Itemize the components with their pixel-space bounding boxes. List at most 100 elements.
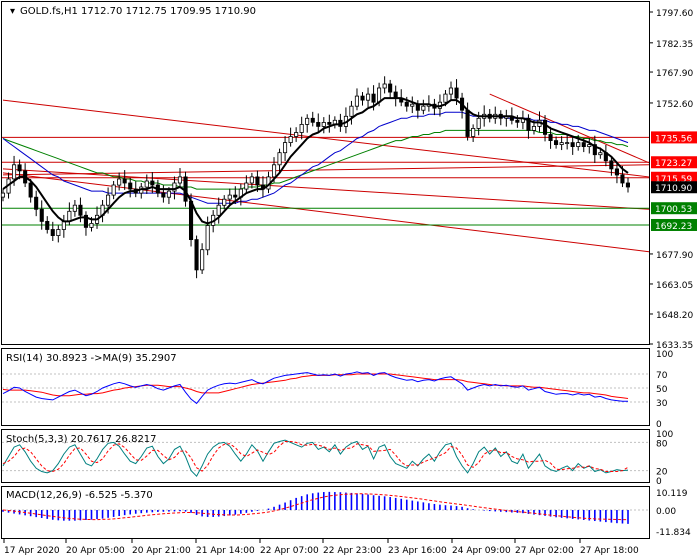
candle-body — [421, 105, 426, 111]
candle-body — [581, 142, 586, 148]
candle-body — [128, 182, 133, 190]
candle-body — [271, 164, 277, 178]
candle-body — [0, 192, 5, 198]
level-label-bg — [651, 171, 697, 184]
candle-body — [576, 142, 581, 148]
candle-body — [360, 95, 365, 101]
y-tick-label: 1677.90 — [656, 251, 693, 261]
level-label: 1692.23 — [655, 222, 692, 232]
candle-body — [78, 204, 83, 216]
stoch-title: Stoch(5,3,3) 20.7617 26.8217 — [6, 434, 157, 445]
macd-tick-label: -11.834 — [656, 528, 691, 538]
candle-body — [255, 176, 260, 186]
trendline-0 — [2, 99, 650, 178]
rsi-pane — [1, 348, 650, 426]
stoch-main-line — [2, 439, 629, 478]
candle-body — [448, 87, 453, 95]
y-tick-label: 1663.05 — [656, 281, 693, 291]
ma-green-line — [2, 129, 629, 190]
candle-body — [376, 87, 382, 103]
candle-body — [465, 109, 470, 137]
candle-body — [371, 93, 376, 103]
stoch-signal-line — [2, 441, 629, 473]
candle-body — [443, 93, 448, 103]
candle-body — [244, 182, 249, 190]
candle-body — [614, 168, 619, 176]
y-tick-label: 1752.60 — [656, 100, 693, 110]
macd-signal-line — [2, 493, 628, 521]
candle-body — [570, 142, 575, 148]
candle-body — [365, 93, 371, 101]
candle-body — [11, 164, 17, 180]
candle-body — [305, 117, 310, 125]
price-title: ▾ GOLD.fs,H1 1712.70 1712.75 1709.95 171… — [10, 6, 256, 17]
candle-body — [388, 83, 393, 93]
y-tick-label: 1648.20 — [656, 311, 693, 321]
candle-body — [50, 229, 55, 236]
x-tick-label: 22 Apr 23:00 — [323, 546, 382, 556]
y-tick-label: 1782.35 — [656, 40, 693, 50]
candle-body — [188, 200, 194, 240]
x-tick-label: 23 Apr 16:00 — [388, 546, 447, 556]
x-tick-label: 22 Apr 07:00 — [260, 546, 319, 556]
candle-body — [233, 194, 238, 198]
macd-tick-label: 0.00 — [656, 507, 676, 517]
candle-body — [327, 122, 332, 125]
candle-body — [620, 174, 625, 184]
candle-body — [205, 225, 210, 251]
candle-body — [67, 210, 72, 222]
x-tick-label: 20 Apr 21:00 — [132, 546, 191, 556]
rsi-title: RSI(14) 30.8923 ->MA(9) 35.2907 — [6, 353, 177, 364]
candle-body — [227, 194, 232, 200]
y-tick-label: 1633.35 — [656, 341, 693, 351]
current-price-bg — [651, 181, 697, 194]
x-tick-label: 27 Apr 02:00 — [515, 546, 574, 556]
candle-body — [45, 220, 50, 230]
candle-body — [354, 95, 359, 107]
candle-body — [554, 140, 559, 146]
chart-title: GOLD.fs,H1 1712.70 1712.75 1709.95 1710.… — [20, 6, 256, 17]
trendline-3 — [489, 93, 650, 164]
candle-body — [565, 142, 570, 145]
candle-body — [122, 178, 127, 184]
candle-body — [249, 176, 254, 184]
candle-body — [282, 142, 288, 154]
candle-body — [598, 152, 603, 156]
candle-body — [310, 117, 315, 123]
candle-body — [72, 204, 77, 212]
candle-body — [515, 119, 520, 123]
level-label: 1723.27 — [655, 159, 692, 169]
trendline-4 — [2, 164, 650, 176]
stoch-pane — [1, 429, 650, 483]
y-tick-label: 1797.60 — [656, 9, 693, 19]
candle-body — [39, 208, 44, 222]
rsi-tick-label: 100 — [656, 350, 673, 360]
rsi-tick-label: 50 — [656, 385, 668, 395]
axes-labels: 1797.60 1782.35 1767.90 1752.60 1735.56 1723.… — [3, 9, 697, 556]
candle-body — [166, 190, 172, 198]
candle-body — [111, 184, 116, 196]
candle-body — [34, 196, 39, 210]
candle-body — [216, 204, 221, 216]
candle-body — [106, 194, 111, 206]
price-plot — [0, 76, 650, 279]
candle-body — [349, 105, 354, 117]
candle-body — [117, 178, 122, 186]
candle-body — [625, 182, 630, 188]
candle-body — [177, 176, 183, 184]
candle-body — [144, 180, 149, 188]
candle-body — [288, 136, 293, 143]
current-price-label: 1710.90 — [655, 184, 692, 194]
level-label-bg — [651, 202, 697, 215]
level-label: 1700.53 — [655, 205, 692, 215]
macd-pane — [1, 486, 650, 539]
stoch-tick-label: 80 — [656, 439, 668, 449]
level-label-bg — [651, 156, 697, 169]
candle-body — [83, 214, 89, 228]
rsi-tick-label: 0 — [656, 420, 662, 430]
candle-body — [194, 239, 199, 271]
rsi-tick-label: 30 — [656, 399, 668, 409]
candle-body — [222, 198, 227, 206]
candle-body — [531, 126, 536, 131]
